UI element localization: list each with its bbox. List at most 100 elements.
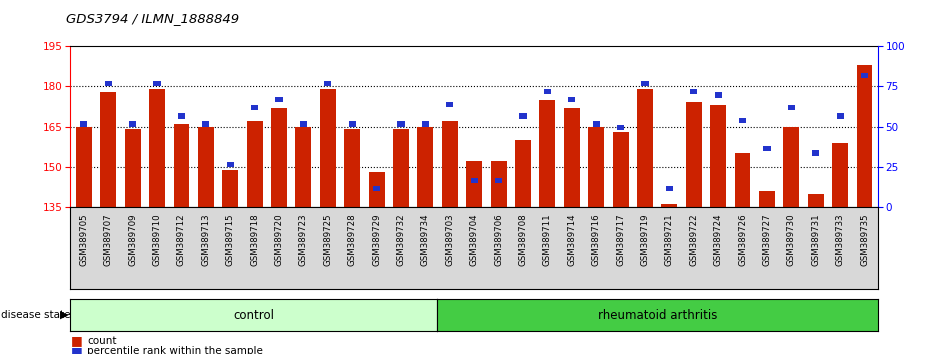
Text: GSM389717: GSM389717 [616,213,625,266]
Bar [275,97,283,102]
Text: disease state: disease state [1,310,70,320]
Text: control: control [234,309,274,321]
Bar [837,113,844,119]
Bar [519,113,527,119]
Text: GSM389703: GSM389703 [445,213,454,266]
Bar [759,191,775,207]
Text: GSM389729: GSM389729 [372,213,381,266]
Bar [588,127,604,207]
Bar [544,89,551,95]
Bar [149,89,165,207]
Bar [300,121,307,126]
Text: GSM389725: GSM389725 [323,213,332,266]
Bar [446,102,454,107]
Bar [153,81,161,86]
Bar [661,204,677,207]
Bar [247,121,263,207]
Bar [812,150,820,155]
Text: GSM389718: GSM389718 [250,213,259,266]
Bar [788,105,795,110]
Bar [397,121,405,126]
Text: GSM389710: GSM389710 [152,213,162,266]
Text: GSM389735: GSM389735 [860,213,870,266]
Bar [100,92,116,207]
Bar [495,178,502,183]
Bar [393,129,408,207]
Bar [763,145,771,151]
Text: GSM389722: GSM389722 [689,213,699,266]
Bar [442,121,457,207]
Bar [617,125,624,130]
Text: rheumatoid arthritis: rheumatoid arthritis [598,309,717,321]
Bar [470,178,478,183]
Text: GSM389716: GSM389716 [592,213,601,266]
Bar [422,121,429,126]
Bar [568,97,576,102]
Bar [177,113,185,119]
Bar [76,127,92,207]
Text: GSM389706: GSM389706 [494,213,503,266]
Text: GSM389713: GSM389713 [201,213,210,266]
Bar [808,194,824,207]
Bar [348,121,356,126]
Text: ▶: ▶ [60,310,69,320]
Bar [320,89,336,207]
Bar [129,121,136,126]
Bar [369,172,385,207]
Bar [666,186,673,191]
Bar [418,127,433,207]
Text: GSM389709: GSM389709 [128,213,137,266]
Text: GSM389719: GSM389719 [640,213,650,266]
Text: ■: ■ [71,345,84,354]
Bar [198,127,214,207]
Bar [80,121,87,126]
Bar [856,65,872,207]
Bar [104,81,112,86]
Bar [516,140,531,207]
Bar [715,92,722,98]
Bar [467,161,482,207]
Bar [345,129,361,207]
Bar [593,121,600,126]
Bar [223,170,239,207]
Text: GSM389727: GSM389727 [762,213,772,266]
Text: GSM389712: GSM389712 [177,213,186,266]
Text: GSM389708: GSM389708 [518,213,528,266]
Bar [174,124,190,207]
Text: GSM389734: GSM389734 [421,213,430,266]
Text: GSM389711: GSM389711 [543,213,552,266]
Bar [271,108,287,207]
Bar [832,143,848,207]
Text: count: count [87,336,116,346]
Text: GSM389714: GSM389714 [567,213,577,266]
Text: GSM389724: GSM389724 [714,213,723,266]
Bar [563,108,579,207]
Bar [641,81,649,86]
Bar [491,161,506,207]
Bar [296,127,312,207]
Text: GSM389720: GSM389720 [274,213,284,266]
Bar [202,121,209,126]
Bar [540,100,555,207]
Text: GSM389707: GSM389707 [103,213,113,266]
Bar [251,105,258,110]
Bar [783,127,799,207]
Text: GSM389730: GSM389730 [787,213,796,266]
Bar [685,102,701,207]
Bar [125,129,141,207]
Bar [734,153,750,207]
Bar [324,81,331,86]
Text: GSM389715: GSM389715 [225,213,235,266]
Text: GSM389721: GSM389721 [665,213,674,266]
Text: GSM389728: GSM389728 [347,213,357,266]
Text: GSM389726: GSM389726 [738,213,747,266]
Text: GSM389732: GSM389732 [396,213,406,266]
Text: GSM389723: GSM389723 [299,213,308,266]
Bar [690,89,698,95]
Bar [226,162,234,167]
Bar [739,118,747,123]
Text: GSM389731: GSM389731 [811,213,821,266]
Text: GSM389733: GSM389733 [836,213,845,266]
Bar [612,132,628,207]
Text: GDS3794 / ILMN_1888849: GDS3794 / ILMN_1888849 [66,12,239,25]
